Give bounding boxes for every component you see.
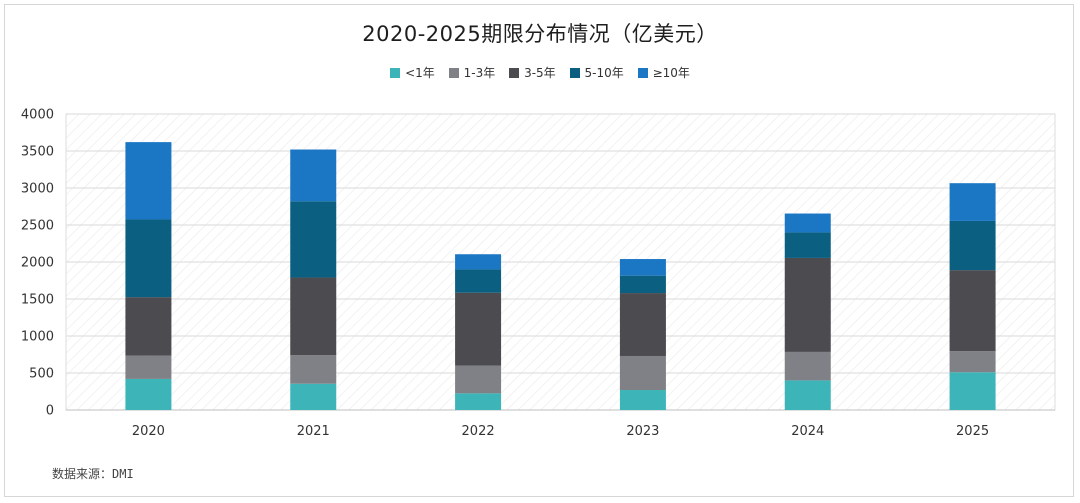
bar-segment-2020-s2 [125, 297, 172, 356]
bar-segment-2024-s2 [784, 257, 831, 352]
bar-segment-2025-s4 [949, 183, 996, 221]
bar-segment-2022-s3 [455, 269, 502, 293]
x-tick-label: 2024 [791, 424, 824, 439]
x-tick-label: 2025 [956, 424, 989, 439]
bar-segment-2024-s3 [784, 232, 831, 258]
legend-swatch [637, 68, 648, 78]
legend-swatch [509, 68, 520, 78]
bar-segment-2025-s3 [949, 220, 996, 271]
legend-swatch [448, 68, 459, 78]
y-tick-label: 500 [29, 367, 54, 382]
chart-legend: <1年 1-3年 3-5年 5-10年 ≥10年 [0, 64, 1080, 81]
x-tick-label: 2023 [626, 424, 659, 439]
x-tick-label: 2020 [132, 424, 165, 439]
bar-segment-2021-s0 [290, 383, 337, 410]
legend-item-ge10y: ≥10年 [637, 64, 690, 81]
legend-item-3to5y: 3-5年 [509, 64, 556, 81]
y-tick-label: 1500 [21, 293, 54, 308]
bar-segment-2022-s4 [455, 254, 502, 270]
y-tick-label: 2500 [21, 219, 54, 234]
bar-segment-2022-s2 [455, 292, 502, 366]
y-tick-label: 3500 [21, 145, 54, 160]
y-tick-label: 3000 [21, 182, 54, 197]
legend-label: <1年 [405, 66, 435, 80]
bar-segment-2020-s3 [125, 219, 172, 298]
bar-segment-2024-s0 [784, 380, 831, 410]
bar-segment-2025-s2 [949, 270, 996, 352]
bar-segment-2023-s2 [619, 293, 666, 356]
bar-segment-2020-s0 [125, 378, 172, 410]
bar-segment-2021-s4 [290, 149, 337, 202]
bar-segment-2023-s0 [619, 390, 666, 410]
source-note: 数据来源：DMI [52, 467, 134, 481]
y-tick-label: 0 [46, 404, 54, 419]
legend-label: 3-5年 [524, 66, 556, 80]
y-tick-label: 2000 [21, 256, 54, 271]
legend-label: 1-3年 [463, 66, 496, 80]
bar-segment-2022-s0 [455, 393, 502, 410]
bar-segment-2020-s1 [125, 355, 172, 379]
bar-segment-2021-s3 [290, 201, 337, 278]
bar-segment-2020-s4 [125, 142, 172, 220]
bar-segment-2025-s1 [949, 351, 996, 373]
bar-segment-2021-s1 [290, 355, 337, 384]
legend-item-5to10y: 5-10年 [569, 64, 624, 81]
x-tick-label: 2021 [297, 424, 330, 439]
legend-label: ≥10年 [652, 66, 690, 80]
legend-label: 5-10年 [584, 66, 624, 80]
bar-segment-2021-s2 [290, 277, 337, 356]
bar-segment-2023-s1 [619, 355, 666, 391]
bar-segment-2023-s3 [619, 275, 666, 294]
bar-segment-2023-s4 [619, 259, 666, 276]
x-tick-label: 2022 [462, 424, 495, 439]
legend-swatch [390, 68, 401, 78]
y-tick-label: 1000 [21, 330, 54, 345]
chart-title: 2020-2025期限分布情况（亿美元） [362, 22, 718, 46]
legend-item-lt1y: <1年 [390, 64, 435, 81]
bar-segment-2024-s4 [784, 213, 831, 233]
y-tick-label: 4000 [21, 108, 54, 123]
legend-item-1to3y: 1-3年 [448, 64, 496, 81]
bar-segment-2022-s1 [455, 365, 502, 394]
bar-segment-2024-s1 [784, 351, 831, 381]
bar-segment-2025-s0 [949, 372, 996, 410]
legend-swatch [569, 68, 580, 78]
